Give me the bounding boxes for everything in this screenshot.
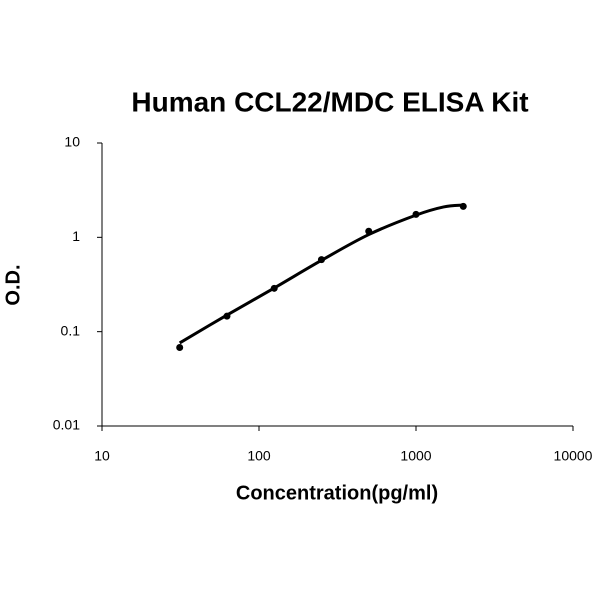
data-point <box>176 343 184 351</box>
x-axis-title: Concentration(pg/ml) <box>236 482 438 504</box>
x-tick-label: 10 <box>94 448 110 464</box>
y-tick-label: 10 <box>64 134 80 150</box>
x-tick-label: 10000 <box>554 448 593 464</box>
x-tick-label: 100 <box>247 448 271 464</box>
y-tick-label: 0.01 <box>53 417 80 433</box>
y-tick-label: 0.1 <box>61 322 81 338</box>
y-tick-label: 1 <box>72 228 80 244</box>
x-tick-label: 1000 <box>400 448 431 464</box>
chart-title: Human CCL22/MDC ELISA Kit <box>131 86 528 117</box>
fit-curve <box>178 203 464 345</box>
y-axis-title: O.D. <box>2 264 24 305</box>
